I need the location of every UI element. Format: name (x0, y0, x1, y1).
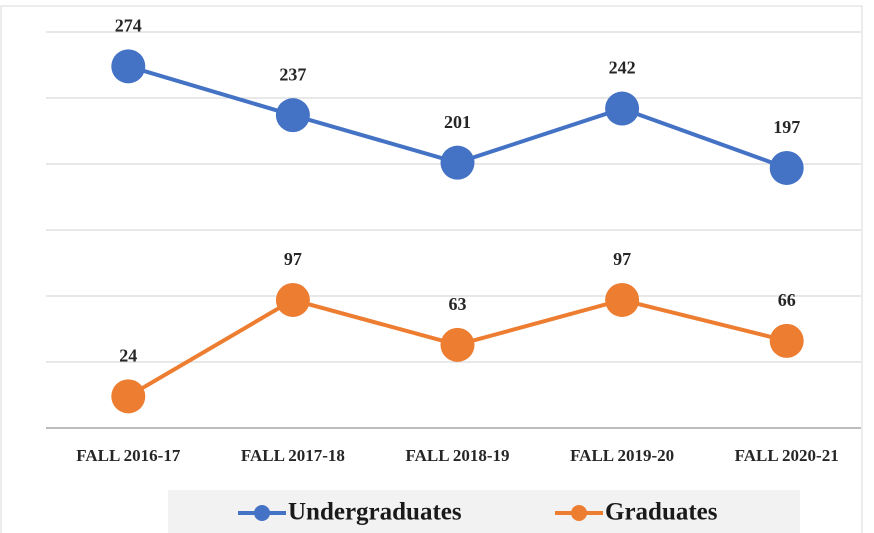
data-label: 197 (773, 117, 800, 137)
point (769, 323, 804, 358)
data-label: 63 (449, 294, 467, 314)
point (605, 282, 640, 317)
data-label: 97 (613, 249, 631, 269)
chart-border (0, 5, 863, 533)
data-label: 66 (778, 290, 796, 310)
point (111, 49, 146, 84)
legend-label: Undergraduates (288, 499, 462, 526)
point (111, 379, 146, 414)
data-label: 97 (284, 249, 302, 269)
point (275, 98, 310, 133)
data-label: 242 (609, 58, 636, 78)
x-tick-label: FALL 2016-17 (76, 446, 181, 465)
legend-marker (254, 505, 270, 521)
data-label: 201 (444, 112, 471, 132)
point (440, 145, 475, 180)
point (440, 327, 475, 362)
point (275, 282, 310, 317)
legend-label: Graduates (605, 499, 718, 526)
legend-marker (571, 505, 587, 521)
x-tick-label: FALL 2019-20 (570, 446, 674, 465)
data-label: 24 (119, 345, 137, 365)
point (769, 150, 804, 185)
x-tick-label: FALL 2018-19 (405, 446, 509, 465)
x-tick-label: FALL 2020-21 (735, 446, 839, 465)
data-label: 274 (115, 15, 142, 35)
data-label: 237 (279, 64, 306, 84)
x-tick-label: FALL 2017-18 (241, 446, 345, 465)
point (605, 91, 640, 126)
